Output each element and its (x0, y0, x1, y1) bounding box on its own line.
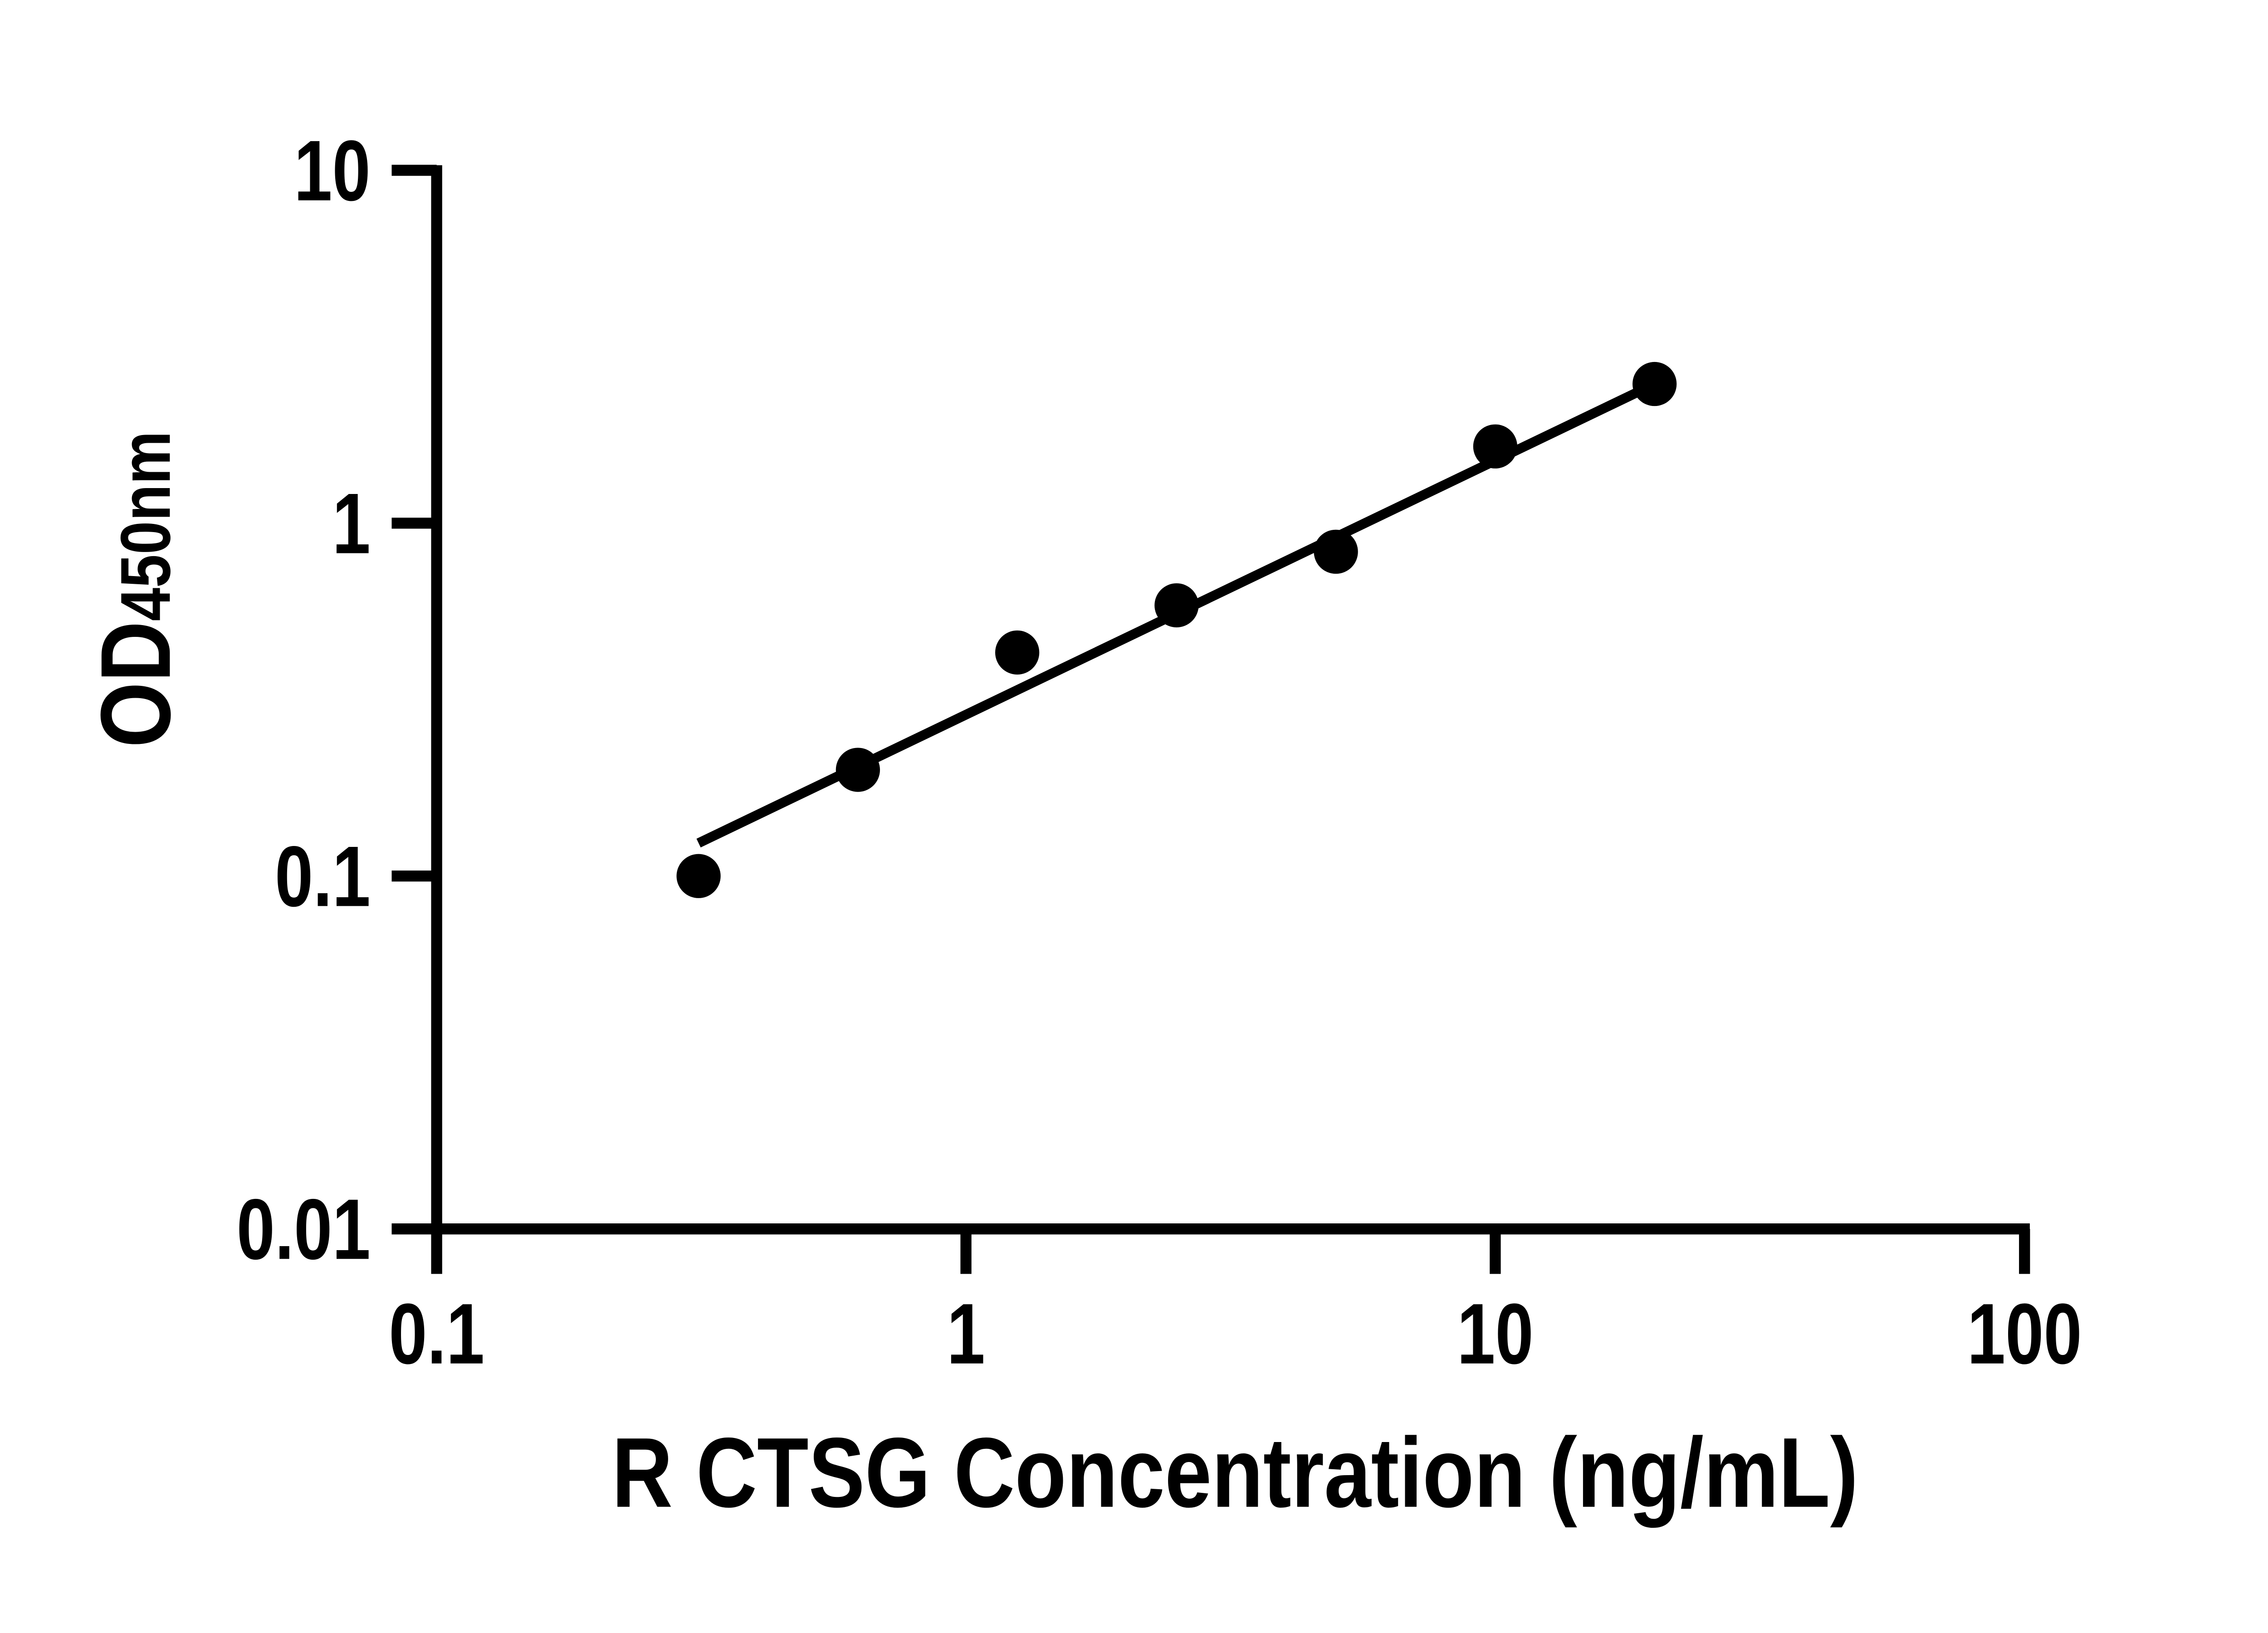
data-point (1154, 583, 1199, 628)
ticks-group (391, 165, 2030, 1274)
x-tick-label: 100 (1967, 1286, 2082, 1382)
y-tick-label: 0.1 (275, 829, 371, 924)
chart-background (0, 22, 2268, 1611)
data-point (836, 748, 880, 792)
x-tick-label: 10 (1457, 1286, 1534, 1382)
x-tick-label: 1 (947, 1286, 985, 1382)
y-tick-label: 0.01 (237, 1182, 371, 1277)
data-point (676, 854, 721, 898)
x-tick-label: 0.1 (389, 1286, 484, 1382)
data-point (1633, 362, 1677, 406)
y-axis-title-subscript: 450nm (106, 431, 185, 621)
data-point (1473, 424, 1518, 469)
data-point (995, 630, 1040, 675)
data-point (1314, 529, 1358, 574)
y-axis-title: OD450nm (80, 431, 191, 748)
y-tick-label: 1 (332, 476, 370, 572)
plot-group (676, 362, 1677, 898)
x-axis-title: R CTSG Concentration (ng/mL) (612, 1418, 1858, 1529)
y-tick-label: 10 (294, 123, 371, 219)
y-axis-title-main: OD (80, 621, 191, 748)
